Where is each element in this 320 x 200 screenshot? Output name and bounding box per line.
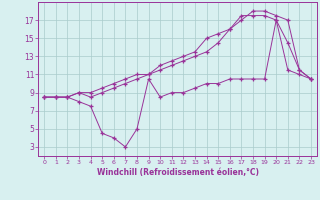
X-axis label: Windchill (Refroidissement éolien,°C): Windchill (Refroidissement éolien,°C) (97, 168, 259, 177)
